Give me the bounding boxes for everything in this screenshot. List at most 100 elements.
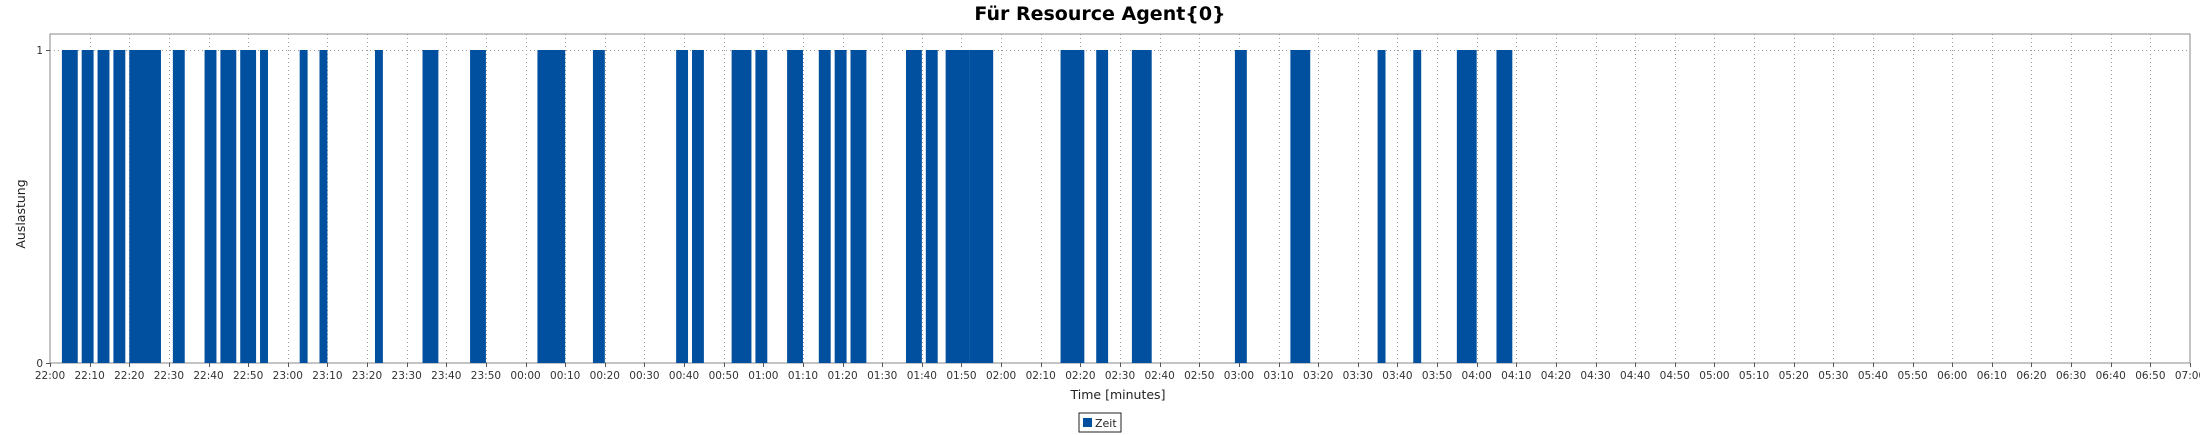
x-tick-label: 03:00 xyxy=(1224,370,1254,382)
chart-title: Für Resource Agent{0} xyxy=(974,3,1225,25)
x-tick-label: 00:50 xyxy=(709,370,739,382)
x-tick-label: 02:10 xyxy=(1026,370,1056,382)
bar xyxy=(834,50,847,363)
x-tick-label: 05:20 xyxy=(1779,370,1809,382)
bar xyxy=(692,50,704,363)
bar xyxy=(204,50,217,363)
bar xyxy=(129,50,161,363)
x-tick-label: 02:40 xyxy=(1144,370,1174,382)
x-tick-label: 23:10 xyxy=(312,370,342,382)
y-tick-label: 1 xyxy=(36,45,43,57)
x-tick-label: 23:50 xyxy=(471,370,501,382)
y-tick-labels: 01 xyxy=(36,45,43,370)
x-tick-label: 03:20 xyxy=(1303,370,1333,382)
x-tick-label: 07:00 xyxy=(2175,370,2200,382)
x-tick-label: 06:20 xyxy=(2016,370,2046,382)
x-tick-label: 03:40 xyxy=(1382,370,1412,382)
bar xyxy=(422,50,439,363)
bar xyxy=(220,50,237,363)
x-tick-label: 05:50 xyxy=(1897,370,1927,382)
x-tick-label: 03:10 xyxy=(1263,370,1293,382)
bar xyxy=(1096,50,1109,363)
bar xyxy=(731,50,752,363)
legend-box xyxy=(1078,412,1122,433)
x-tick-label: 01:50 xyxy=(946,370,976,382)
bar xyxy=(1456,50,1477,363)
bar xyxy=(1131,50,1152,363)
x-tick-label: 23:20 xyxy=(352,370,382,382)
bar xyxy=(969,50,994,363)
x-tick-label: 02:30 xyxy=(1105,370,1135,382)
bar xyxy=(470,50,486,363)
bar xyxy=(240,50,257,363)
x-tick-label: 02:20 xyxy=(1065,370,1095,382)
x-tick-label: 05:30 xyxy=(1818,370,1848,382)
x-tick-label: 22:20 xyxy=(114,370,144,382)
x-tick-label: 23:00 xyxy=(273,370,303,382)
bar xyxy=(172,50,185,363)
x-axis-label: Time [minutes] xyxy=(1070,387,1166,402)
x-tick-label: 01:30 xyxy=(867,370,897,382)
x-tick-label: 01:40 xyxy=(907,370,937,382)
x-tick-label: 01:00 xyxy=(748,370,778,382)
x-tick-labels: 22:00 22:10 22:20 22:30 22:40 22:50 23:00 23:10… xyxy=(35,370,2200,382)
bar xyxy=(945,50,970,363)
bar xyxy=(1060,50,1085,363)
bar xyxy=(299,50,308,363)
bar xyxy=(1290,50,1311,363)
x-tick-label: 00:10 xyxy=(550,370,580,382)
y-tick-label: 0 xyxy=(36,358,43,370)
bar xyxy=(113,50,126,363)
bar xyxy=(676,50,689,363)
bar xyxy=(1234,50,1247,363)
x-tick-label: 06:30 xyxy=(2056,370,2086,382)
x-tick-label: 02:00 xyxy=(986,370,1016,382)
x-tick-label: 04:20 xyxy=(1541,370,1571,382)
bar xyxy=(81,50,94,363)
bar xyxy=(592,50,605,363)
x-tick-label: 02:50 xyxy=(1184,370,1214,382)
x-tick-label: 05:00 xyxy=(1699,370,1729,382)
x-tick-label: 04:30 xyxy=(1580,370,1610,382)
legend-label-zeit: Zeit xyxy=(1095,417,1117,430)
bar xyxy=(1496,50,1513,363)
x-tick-label: 22:00 xyxy=(35,370,65,382)
x-tick-label: 01:10 xyxy=(788,370,818,382)
x-tick-label: 06:40 xyxy=(2096,370,2126,382)
bar xyxy=(260,50,268,363)
x-tick-label: 06:50 xyxy=(2135,370,2165,382)
bar xyxy=(374,50,383,363)
x-tick-label: 05:40 xyxy=(1858,370,1888,382)
bar xyxy=(97,50,110,363)
bars xyxy=(61,50,1513,363)
x-tick-label: 23:40 xyxy=(431,370,461,382)
x-tick-label: 00:00 xyxy=(510,370,540,382)
x-tick-label: 01:20 xyxy=(827,370,857,382)
x-tick-label: 00:40 xyxy=(669,370,699,382)
bar xyxy=(787,50,803,363)
x-tick-label: 04:00 xyxy=(1462,370,1492,382)
bar xyxy=(61,50,78,363)
bar xyxy=(906,50,922,363)
x-tick-label: 03:50 xyxy=(1422,370,1452,382)
bar xyxy=(319,50,328,363)
x-tick-label: 22:40 xyxy=(193,370,223,382)
x-tick-label: 05:10 xyxy=(1739,370,1769,382)
x-tick-label: 04:40 xyxy=(1620,370,1650,382)
x-tick-label: 00:30 xyxy=(629,370,659,382)
bar xyxy=(925,50,938,363)
legend: Zeit xyxy=(1078,412,1122,433)
bar xyxy=(755,50,768,363)
bar xyxy=(1413,50,1422,363)
x-tick-label: 03:30 xyxy=(1343,370,1373,382)
x-tick-label: 23:30 xyxy=(392,370,422,382)
x-tick-label: 00:20 xyxy=(590,370,620,382)
x-tick-label: 22:10 xyxy=(74,370,104,382)
x-tick-label: 22:50 xyxy=(233,370,263,382)
x-tick-label: 06:00 xyxy=(1937,370,1967,382)
bar xyxy=(537,50,566,363)
x-tick-label: 04:50 xyxy=(1660,370,1690,382)
x-tick-label: 06:10 xyxy=(1977,370,2007,382)
axes xyxy=(46,50,2191,367)
